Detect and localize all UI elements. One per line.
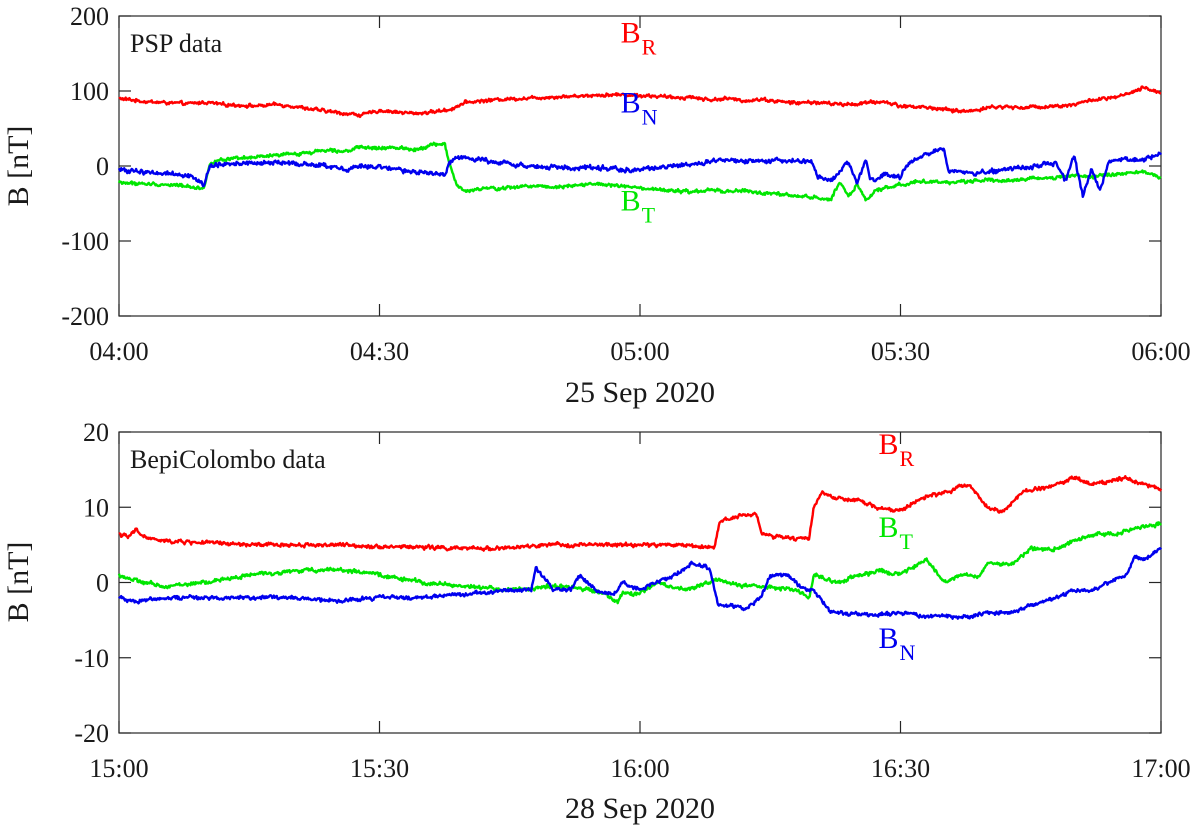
bepicolombo-series-labels: B RB TB N [879, 428, 916, 665]
bepicolombo-x-axis-title: 28 Sep 2020 [565, 792, 715, 825]
series-label-base: B [879, 622, 899, 655]
psp-ticks: 04:00 04:30 05:00 05:30 06:00 -200 -100 0 100 200 [61, 2, 1190, 366]
psp-series-labels: B RB NB T [621, 16, 658, 227]
series-line-bn [117, 147, 1163, 199]
psp-y-axis-title: B [nT] [2, 126, 35, 207]
y-tick-label: 0 [96, 569, 109, 598]
psp-plot-frame [118, 15, 1162, 317]
y-tick-label: 100 [70, 77, 109, 106]
psp-x-axis-title: 25 Sep 2020 [565, 376, 715, 409]
y-tick-label: -100 [61, 227, 109, 256]
series-line-br [118, 475, 1163, 552]
x-tick-label: 04:00 [89, 337, 148, 366]
series-line-bt [117, 521, 1163, 605]
series-label-base: B [621, 16, 641, 49]
series-line-bt [117, 141, 1162, 202]
series-line-bn [118, 546, 1163, 620]
x-tick-label: 04:30 [350, 337, 409, 366]
series-label-subscript: R [642, 34, 657, 59]
series-label-base: B [879, 428, 899, 461]
x-tick-label: 16:00 [610, 754, 669, 783]
x-tick-label: 16:30 [871, 754, 930, 783]
y-tick-label: -200 [61, 302, 109, 331]
bepicolombo-plot-frame [118, 431, 1162, 734]
y-tick-label: -20 [74, 719, 109, 748]
series-label-subscript: R [900, 446, 915, 471]
x-tick-label: 15:30 [350, 754, 409, 783]
x-tick-label: 05:30 [871, 337, 930, 366]
bepicolombo-series-lines [117, 475, 1163, 620]
series-label-subscript: N [900, 640, 916, 665]
x-tick-label: 05:00 [610, 337, 669, 366]
series-label-base: B [621, 86, 641, 119]
bepicolombo-ticks: 15:00 15:30 16:00 16:30 17:00 -20 -10 0 10 20 [74, 418, 1190, 783]
x-tick-label: 06:00 [1131, 337, 1190, 366]
y-tick-label: 200 [70, 2, 109, 31]
y-tick-label: 0 [96, 152, 109, 181]
series-label-base: B [621, 184, 641, 217]
bepicolombo-y-axis-title: B [nT] [2, 542, 35, 623]
y-tick-label: 20 [83, 418, 109, 447]
psp-series-lines [117, 85, 1163, 202]
series-label-subscript: T [900, 529, 914, 554]
y-tick-label: 10 [83, 493, 109, 522]
series-label-subscript: T [642, 202, 656, 227]
x-tick-label: 15:00 [89, 754, 148, 783]
bepicolombo-title: BepiColombo data [130, 445, 326, 474]
series-line-br [118, 85, 1162, 119]
bepicolombo-panel: 15:00 15:30 16:00 16:30 17:00 -20 -10 0 10 20 Bep… [2, 418, 1191, 825]
x-tick-label: 17:00 [1131, 754, 1190, 783]
y-tick-label: -10 [74, 644, 109, 673]
series-label-subscript: N [642, 104, 658, 129]
psp-title: PSP data [130, 29, 223, 58]
psp-panel: 04:00 04:30 05:00 05:30 06:00 -200 -100 0 100 200… [2, 2, 1191, 409]
series-label-base: B [879, 511, 899, 544]
